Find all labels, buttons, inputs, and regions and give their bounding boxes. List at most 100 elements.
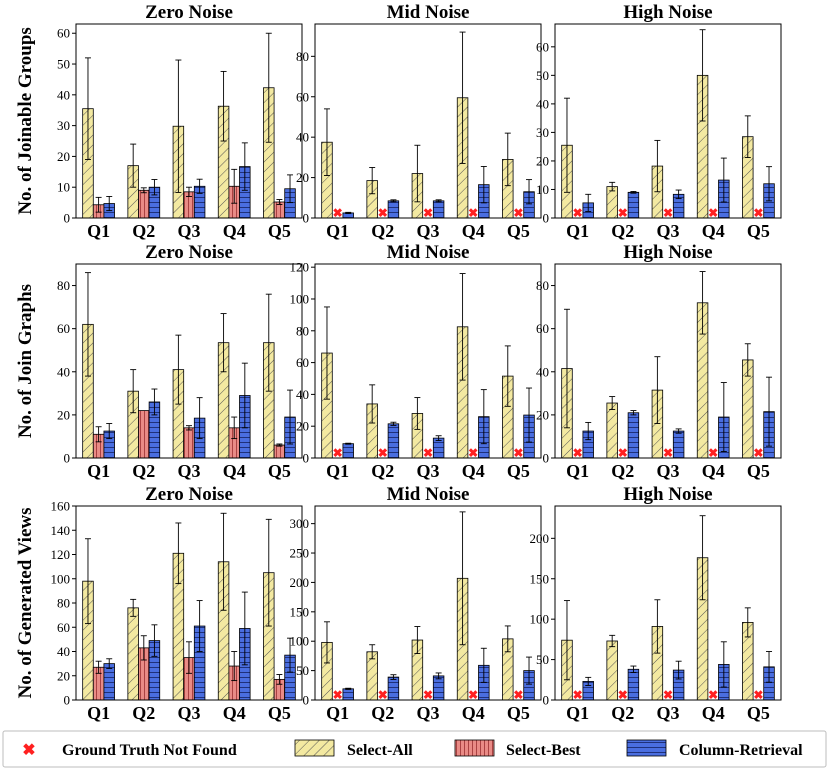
ground-truth-not-found-marker: ✖ <box>468 688 478 702</box>
x-category-label: Q1 <box>87 221 110 241</box>
column-retrieval-swatch <box>626 739 667 757</box>
y-tick-label: 50 <box>536 68 549 83</box>
x-category-label: Q2 <box>611 221 634 241</box>
x-category-label: Q4 <box>223 461 246 481</box>
bar-select-best <box>273 444 286 459</box>
bar-column-retrieval <box>342 688 354 701</box>
panel-title: Zero Noise <box>145 242 233 263</box>
y-tick-label: 40 <box>57 87 70 102</box>
x-category-label: Q5 <box>507 461 530 481</box>
x-category-label: Q3 <box>416 461 439 481</box>
y-tick-label: 20 <box>57 668 70 683</box>
bar-column-retrieval <box>387 200 400 219</box>
x-category-label: Q5 <box>747 221 770 241</box>
x-category-label: Q5 <box>268 703 291 723</box>
panel-title: High Noise <box>623 484 712 505</box>
panel-title: High Noise <box>623 2 712 23</box>
x-category-label: Q4 <box>462 221 485 241</box>
bar-select-all <box>606 402 618 459</box>
y-tick-label: 60 <box>536 39 549 54</box>
x-category-label: Q2 <box>371 221 394 241</box>
ground-truth-not-found-marker: ✖ <box>423 446 433 460</box>
legend-label-column-retrieval: Column-Retrieval <box>679 742 803 759</box>
y-tick-label: 0 <box>64 451 71 466</box>
ground-truth-not-found-marker: ✖ <box>708 206 718 220</box>
ground-truth-not-found-marker: ✖ <box>513 688 523 702</box>
ground-truth-not-found-marker: ✖ <box>378 688 388 702</box>
x-category-label: Q4 <box>223 703 246 723</box>
y-tick-label: 200 <box>290 575 310 590</box>
x-category-label: Q1 <box>566 221 589 241</box>
y-tick-label: 30 <box>57 118 70 133</box>
legend-column-retrieval: Column-Retrieval <box>626 739 803 759</box>
x-category-label: Q1 <box>87 703 110 723</box>
x-category-label: Q5 <box>747 461 770 481</box>
panel-title: Mid Noise <box>387 242 470 263</box>
y-tick-label: 20 <box>536 153 549 168</box>
x-category-label: Q1 <box>326 703 349 723</box>
y-tick-label: 100 <box>290 291 310 306</box>
bar-select-all <box>127 607 139 701</box>
ground-truth-not-found-marker: ✖ <box>753 446 763 460</box>
y-tick-label: 0 <box>303 693 310 708</box>
y-tick-label: 40 <box>57 644 70 659</box>
y-tick-label: 80 <box>57 278 70 293</box>
x-category-label: Q2 <box>132 221 155 241</box>
legend-frame <box>2 730 827 768</box>
y-tick-label: 60 <box>57 321 70 336</box>
y-tick-label: 30 <box>536 125 549 140</box>
y-tick-label: 100 <box>290 634 310 649</box>
ground-truth-not-found-marker: ✖ <box>753 688 763 702</box>
ground-truth-not-found-marker: ✖ <box>753 206 763 220</box>
x-category-label: Q3 <box>656 703 679 723</box>
ground-truth-not-found-marker: ✖ <box>423 206 433 220</box>
y-tick-label: 20 <box>296 170 309 185</box>
y-tick-label: 60 <box>57 620 70 635</box>
ground-truth-not-found-marker: ✖ <box>333 206 343 220</box>
ground-truth-marker-icon: ✖ <box>22 742 35 759</box>
y-tick-label: 50 <box>296 663 309 678</box>
ground-truth-not-found-marker: ✖ <box>573 206 583 220</box>
y-tick-label: 0 <box>543 693 550 708</box>
bar-select-best <box>138 410 150 459</box>
y-tick-label: 60 <box>296 89 309 104</box>
y-tick-label: 20 <box>57 407 70 422</box>
y-tick-label: 0 <box>303 451 310 466</box>
x-category-label: Q5 <box>507 221 530 241</box>
x-category-label: Q3 <box>177 461 200 481</box>
y-tick-label: 0 <box>543 451 550 466</box>
bar-column-retrieval <box>432 675 445 701</box>
panel-1: Zero Noise No. of Joinable Groups 0 10 20 30 4… <box>15 2 303 241</box>
y-tick-label: 60 <box>536 321 549 336</box>
y-tick-label: 80 <box>57 596 70 611</box>
x-category-label: Q4 <box>462 461 485 481</box>
ground-truth-not-found-marker: ✖ <box>663 206 673 220</box>
x-category-label: Q4 <box>223 221 246 241</box>
ground-truth-not-found-marker: ✖ <box>708 688 718 702</box>
y-tick-label: 60 <box>296 355 309 370</box>
y-tick-label: 20 <box>57 149 70 164</box>
x-category-label: Q2 <box>371 703 394 723</box>
x-category-label: Q5 <box>507 703 530 723</box>
ground-truth-not-found-marker: ✖ <box>573 688 583 702</box>
x-category-label: Q5 <box>268 221 291 241</box>
panel-frame <box>314 23 542 219</box>
y-tick-label: 40 <box>536 96 549 111</box>
select-best-swatch <box>454 739 495 757</box>
panel-4: Zero Noise No. of Join Graphs 0 20 40 60 80 Q1 Q… <box>15 242 303 481</box>
ground-truth-not-found-marker: ✖ <box>513 206 523 220</box>
y-tick-label: 40 <box>57 364 70 379</box>
legend-label-ground-truth: Ground Truth Not Found <box>62 742 237 759</box>
bar-column-retrieval <box>627 412 640 459</box>
y-tick-label: 80 <box>536 278 549 293</box>
bar-column-retrieval <box>103 663 115 701</box>
y-tick-label: 150 <box>290 604 310 619</box>
x-category-label: Q1 <box>566 461 589 481</box>
y-tick-label: 300 <box>290 516 310 531</box>
ground-truth-not-found-marker: ✖ <box>663 446 673 460</box>
y-tick-label: 20 <box>296 419 309 434</box>
y-tick-label: 120 <box>290 260 310 275</box>
